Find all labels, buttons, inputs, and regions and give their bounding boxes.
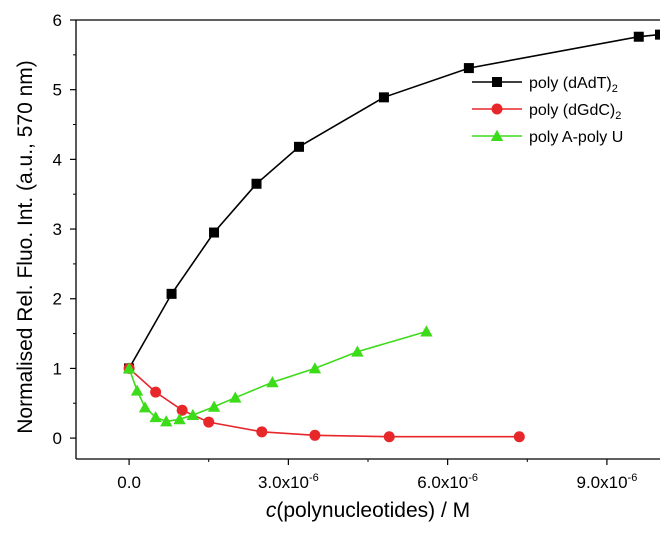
y-tick-label: 3 bbox=[53, 220, 62, 239]
series-3 bbox=[122, 325, 433, 427]
data-point bbox=[138, 401, 152, 413]
legend-marker bbox=[491, 103, 503, 115]
data-point bbox=[122, 362, 136, 374]
data-point bbox=[203, 416, 215, 428]
data-point bbox=[186, 408, 199, 421]
data-point bbox=[173, 413, 186, 425]
data-point bbox=[130, 384, 144, 396]
y-tick-label: 2 bbox=[53, 290, 62, 309]
data-point bbox=[209, 227, 220, 238]
legend: poly (dAdT)2 poly (dGdC)2 poly A-poly U bbox=[472, 75, 623, 146]
data-point bbox=[351, 345, 364, 357]
x-axis: 0.0 3.0x10-6 6.0x10-6 9.0x10-6 bbox=[117, 459, 637, 492]
data-point bbox=[633, 31, 644, 42]
y-tick-label: 4 bbox=[53, 150, 62, 169]
x-axis-title-variable: c bbox=[266, 499, 277, 522]
data-point bbox=[149, 410, 162, 423]
data-point bbox=[251, 178, 262, 189]
data-point bbox=[150, 386, 162, 398]
x-tick-label: 6.0x10-6 bbox=[417, 472, 478, 492]
x-tick-label: 9.0x10-6 bbox=[576, 472, 637, 492]
data-point bbox=[383, 431, 395, 443]
series-line bbox=[128, 330, 427, 423]
legend-marker bbox=[490, 129, 504, 141]
legend-label: poly (dGdC)2 bbox=[529, 102, 621, 122]
data-point bbox=[207, 400, 221, 412]
legend-label: poly A-poly U bbox=[529, 129, 623, 146]
data-point bbox=[266, 376, 279, 388]
data-point bbox=[378, 92, 389, 103]
data-point bbox=[176, 404, 188, 416]
y-tick-label: 0 bbox=[53, 429, 62, 448]
data-point bbox=[655, 29, 660, 40]
data-point bbox=[463, 63, 474, 74]
x-tick-label: 3.0x10-6 bbox=[258, 472, 319, 492]
legend-marker bbox=[492, 77, 502, 87]
y-tick-label: 1 bbox=[53, 359, 62, 378]
y-axis-title: Normalised Rel. Fluo. Int. (a.u., 570 nm… bbox=[14, 60, 37, 433]
y-tick-label: 5 bbox=[53, 81, 62, 100]
data-point bbox=[513, 431, 525, 443]
x-axis-title: c(polynucleotides) / M bbox=[266, 499, 470, 522]
data-point bbox=[229, 391, 242, 403]
y-axis: 0 1 2 3 4 5 6 bbox=[53, 11, 76, 448]
series-line bbox=[128, 367, 520, 438]
data-point bbox=[420, 325, 433, 337]
x-axis-title-rest: (polynucleotides) / M bbox=[276, 499, 470, 522]
data-point bbox=[308, 362, 322, 374]
data-point bbox=[309, 429, 321, 441]
legend-label: poly (dAdT)2 bbox=[529, 75, 618, 95]
data-point bbox=[293, 141, 304, 152]
data-point bbox=[160, 415, 173, 427]
y-tick-label: 6 bbox=[53, 11, 62, 30]
x-tick-label: 0.0 bbox=[117, 473, 141, 492]
data-point bbox=[256, 426, 268, 438]
series-2 bbox=[123, 362, 525, 443]
data-point bbox=[166, 288, 177, 299]
series-layer bbox=[122, 29, 660, 443]
